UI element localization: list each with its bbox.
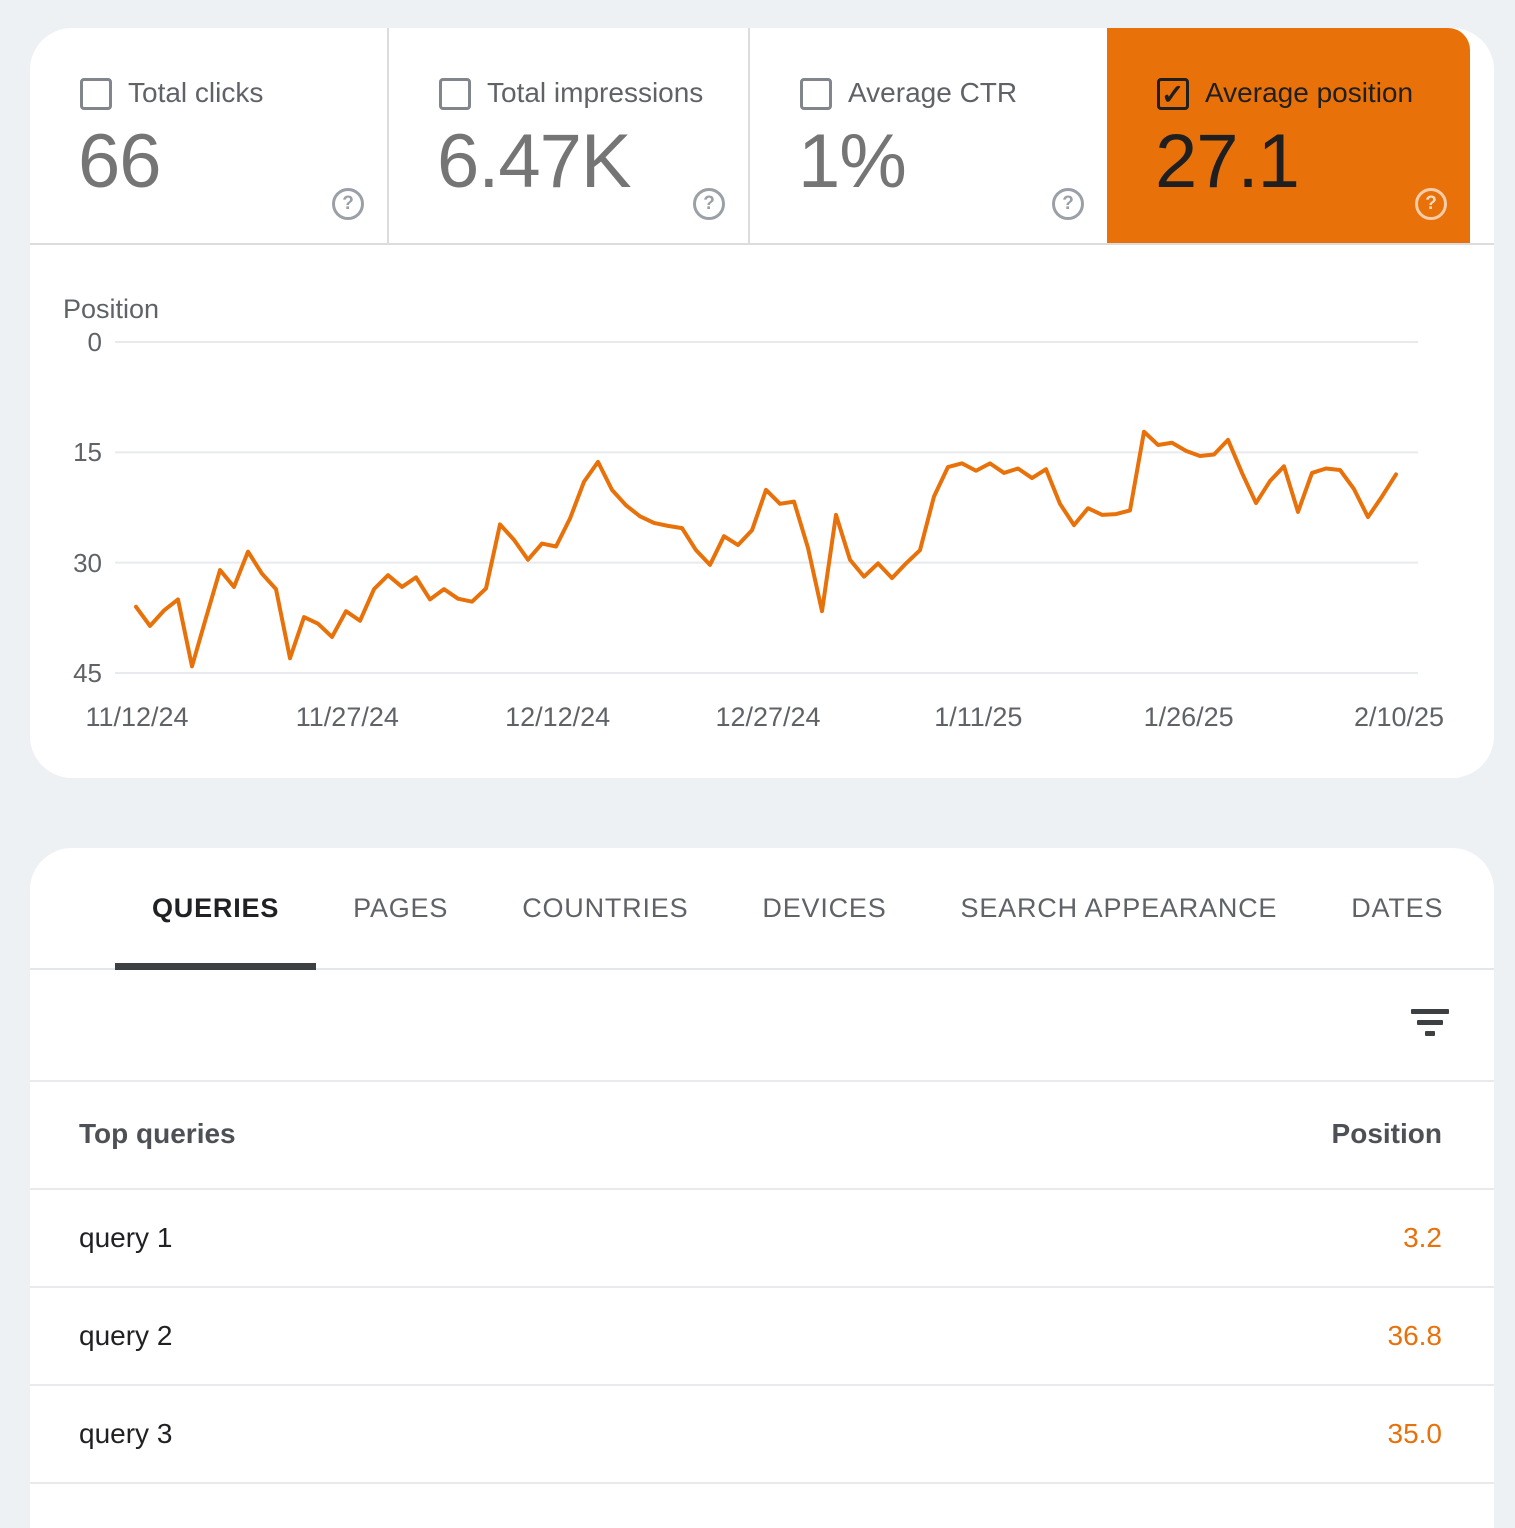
x-tick-label: 1/26/25 (1143, 702, 1234, 732)
tab-label: COUNTRIES (522, 892, 689, 923)
total-clicks-checkbox[interactable] (80, 78, 112, 110)
position-cell: 35.0 (1387, 1418, 1443, 1449)
metric-tile-total-impressions[interactable]: Total impressions 6.47K (389, 28, 748, 243)
metric-value: 66 (78, 119, 162, 204)
y-tick-label: 15 (73, 437, 102, 468)
tab-label: SEARCH APPEARANCE (960, 892, 1278, 923)
metric-tile-total-clicks[interactable]: Total clicks 66 (30, 28, 387, 243)
table-row[interactable]: query 3 35.0 (30, 1386, 1494, 1484)
help-icon[interactable] (1415, 188, 1447, 220)
table-header-row: Top queries Position (30, 1080, 1494, 1190)
tab-label: DEVICES (762, 892, 887, 923)
search-console-performance-page: { "metrics": { "selected_card_color": "#… (0, 0, 1515, 1474)
tab-dates[interactable]: DATES (1314, 848, 1480, 968)
query-cell: query 1 (79, 1222, 173, 1253)
metric-value: 27.1 (1155, 119, 1300, 204)
position-cell: 3.2 (1403, 1222, 1442, 1253)
x-tick-label: 12/27/24 (715, 702, 821, 732)
tile-divider (748, 28, 750, 243)
dimensions-table-card: QUERIES PAGES COUNTRIES DEVICES SEARCH A… (30, 848, 1494, 1528)
tab-label: PAGES (353, 892, 449, 923)
metric-label: Average CTR (848, 77, 1018, 108)
average-ctr-checkbox[interactable] (800, 78, 832, 110)
table-row[interactable]: query 1 3.2 (30, 1190, 1494, 1288)
dimension-tabs: QUERIES PAGES COUNTRIES DEVICES SEARCH A… (30, 848, 1494, 970)
position-cell: 36.8 (1387, 1320, 1443, 1351)
column-header-top-queries: Top queries (79, 1118, 236, 1149)
metric-tile-average-position[interactable]: Average position 27.1 (1107, 28, 1470, 243)
tab-label: QUERIES (152, 892, 280, 923)
query-cell: query 2 (79, 1320, 173, 1351)
query-rows: query 1 3.2 query 2 36.8 query 3 35.0 (30, 1190, 1494, 1484)
position-line-chart[interactable] (115, 328, 1418, 688)
metric-label: Total impressions (487, 77, 704, 108)
x-tick-label: 11/12/24 (85, 702, 189, 732)
column-header-position: Position (1331, 1118, 1442, 1149)
tab-label: DATES (1351, 892, 1444, 923)
tab-countries[interactable]: COUNTRIES (485, 848, 725, 968)
tab-search-appearance[interactable]: SEARCH APPEARANCE (924, 848, 1315, 968)
metric-value: 1% (798, 119, 907, 204)
metric-label: Average position (1205, 77, 1414, 108)
tab-queries[interactable]: QUERIES (115, 848, 317, 970)
average-position-checkbox-checked[interactable] (1157, 78, 1189, 111)
y-tick-label: 0 (87, 327, 102, 357)
metric-label: Total clicks (128, 77, 264, 108)
total-impressions-checkbox[interactable] (439, 78, 471, 110)
filter-button[interactable] (1406, 1001, 1454, 1049)
metric-value: 6.47K (437, 119, 632, 204)
y-tick-label: 30 (73, 547, 102, 578)
filter-icon (1411, 1009, 1449, 1014)
chart-y-axis-title: Position (63, 294, 160, 324)
metric-tile-average-ctr[interactable]: Average CTR 1% (750, 28, 1107, 243)
x-tick-label: 1/11/25 (934, 702, 1023, 732)
help-icon[interactable] (332, 188, 364, 220)
y-tick-label: 45 (73, 658, 102, 688)
help-icon[interactable] (693, 188, 725, 220)
tab-pages[interactable]: PAGES (316, 848, 485, 968)
x-tick-label: 2/10/25 (1353, 702, 1445, 732)
query-cell: query 3 (79, 1418, 173, 1449)
tile-divider (387, 28, 389, 243)
metrics-divider (30, 243, 1494, 245)
table-row[interactable]: query 2 36.8 (30, 1288, 1494, 1386)
tab-devices[interactable]: DEVICES (725, 848, 923, 968)
average-position-line-series (134, 429, 1398, 669)
performance-chart-card: Total clicks 66 Total impressions 6.47K … (30, 28, 1494, 778)
help-icon[interactable] (1052, 188, 1084, 220)
x-tick-label: 12/12/24 (505, 702, 611, 732)
table-toolbar (30, 970, 1494, 1082)
x-tick-label: 11/27/24 (295, 702, 399, 732)
